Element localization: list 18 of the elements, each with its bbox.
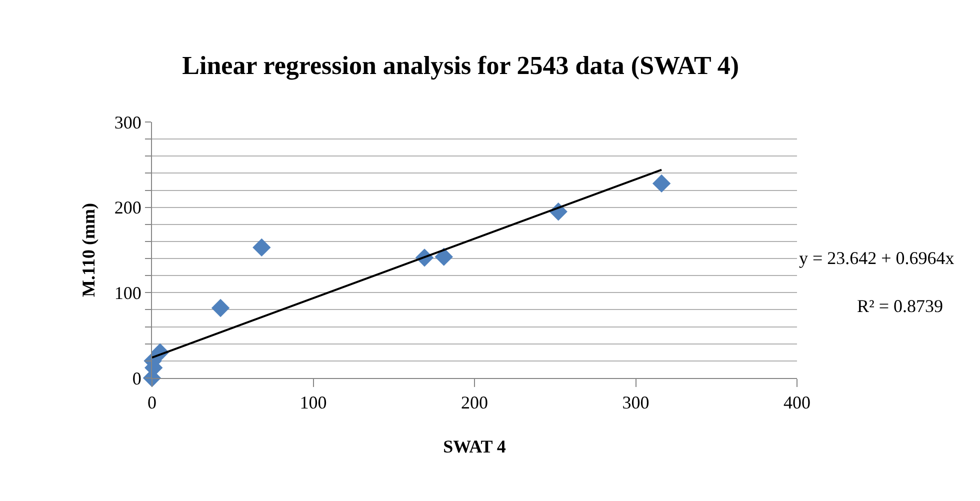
text: R² = 0.8739 [857,296,944,316]
y-tick-label: 0 [132,368,142,388]
y-tick-label: 300 [114,112,142,132]
x-tick-label: 0 [148,392,156,413]
x-tick-label: 100 [300,392,327,413]
point [434,248,453,266]
x-tick-label: 300 [622,392,650,413]
y-tick-label: 100 [114,282,142,303]
point [252,238,271,257]
text: y = 23.642 + 0.6964x [799,248,954,268]
chart-title: Linear regression analysis for 2543 data (SWAT 4) [182,51,740,80]
y-tick-label: 200 [114,198,142,218]
point [652,174,671,193]
y-axis-title: M.110 (mm) [78,203,99,297]
point [211,298,230,318]
x-tick-label: 400 [784,392,810,413]
x-tick-label: 200 [461,392,488,413]
x-axis-title: SWAT 4 [443,436,506,457]
